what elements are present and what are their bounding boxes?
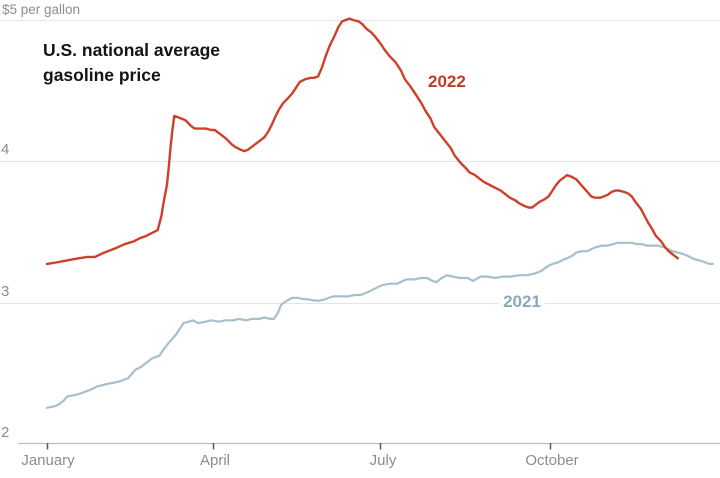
x-tick-label-april: April [199, 452, 231, 469]
y-tick-label-4: 4 [1, 141, 10, 158]
chart-title-line2: gasoline price [43, 65, 161, 85]
series-label-2021: 2021 [499, 292, 545, 312]
series-label-2022: 2022 [428, 72, 466, 91]
y-tick-label-3: 3 [1, 283, 10, 300]
line-2021 [45, 241, 714, 409]
x-tick-label-october: October [525, 452, 579, 469]
y-tick-label-2: 2 [1, 424, 10, 441]
chart-title: U.S. national average gasoline price [43, 38, 220, 88]
chart-title-line1: U.S. national average [43, 40, 221, 60]
x-tick-label-july: July [369, 452, 397, 469]
line-2022 [45, 17, 679, 266]
y-axis-top-label: $5 per gallon [2, 2, 81, 17]
x-tick-label-january: January [21, 452, 75, 469]
